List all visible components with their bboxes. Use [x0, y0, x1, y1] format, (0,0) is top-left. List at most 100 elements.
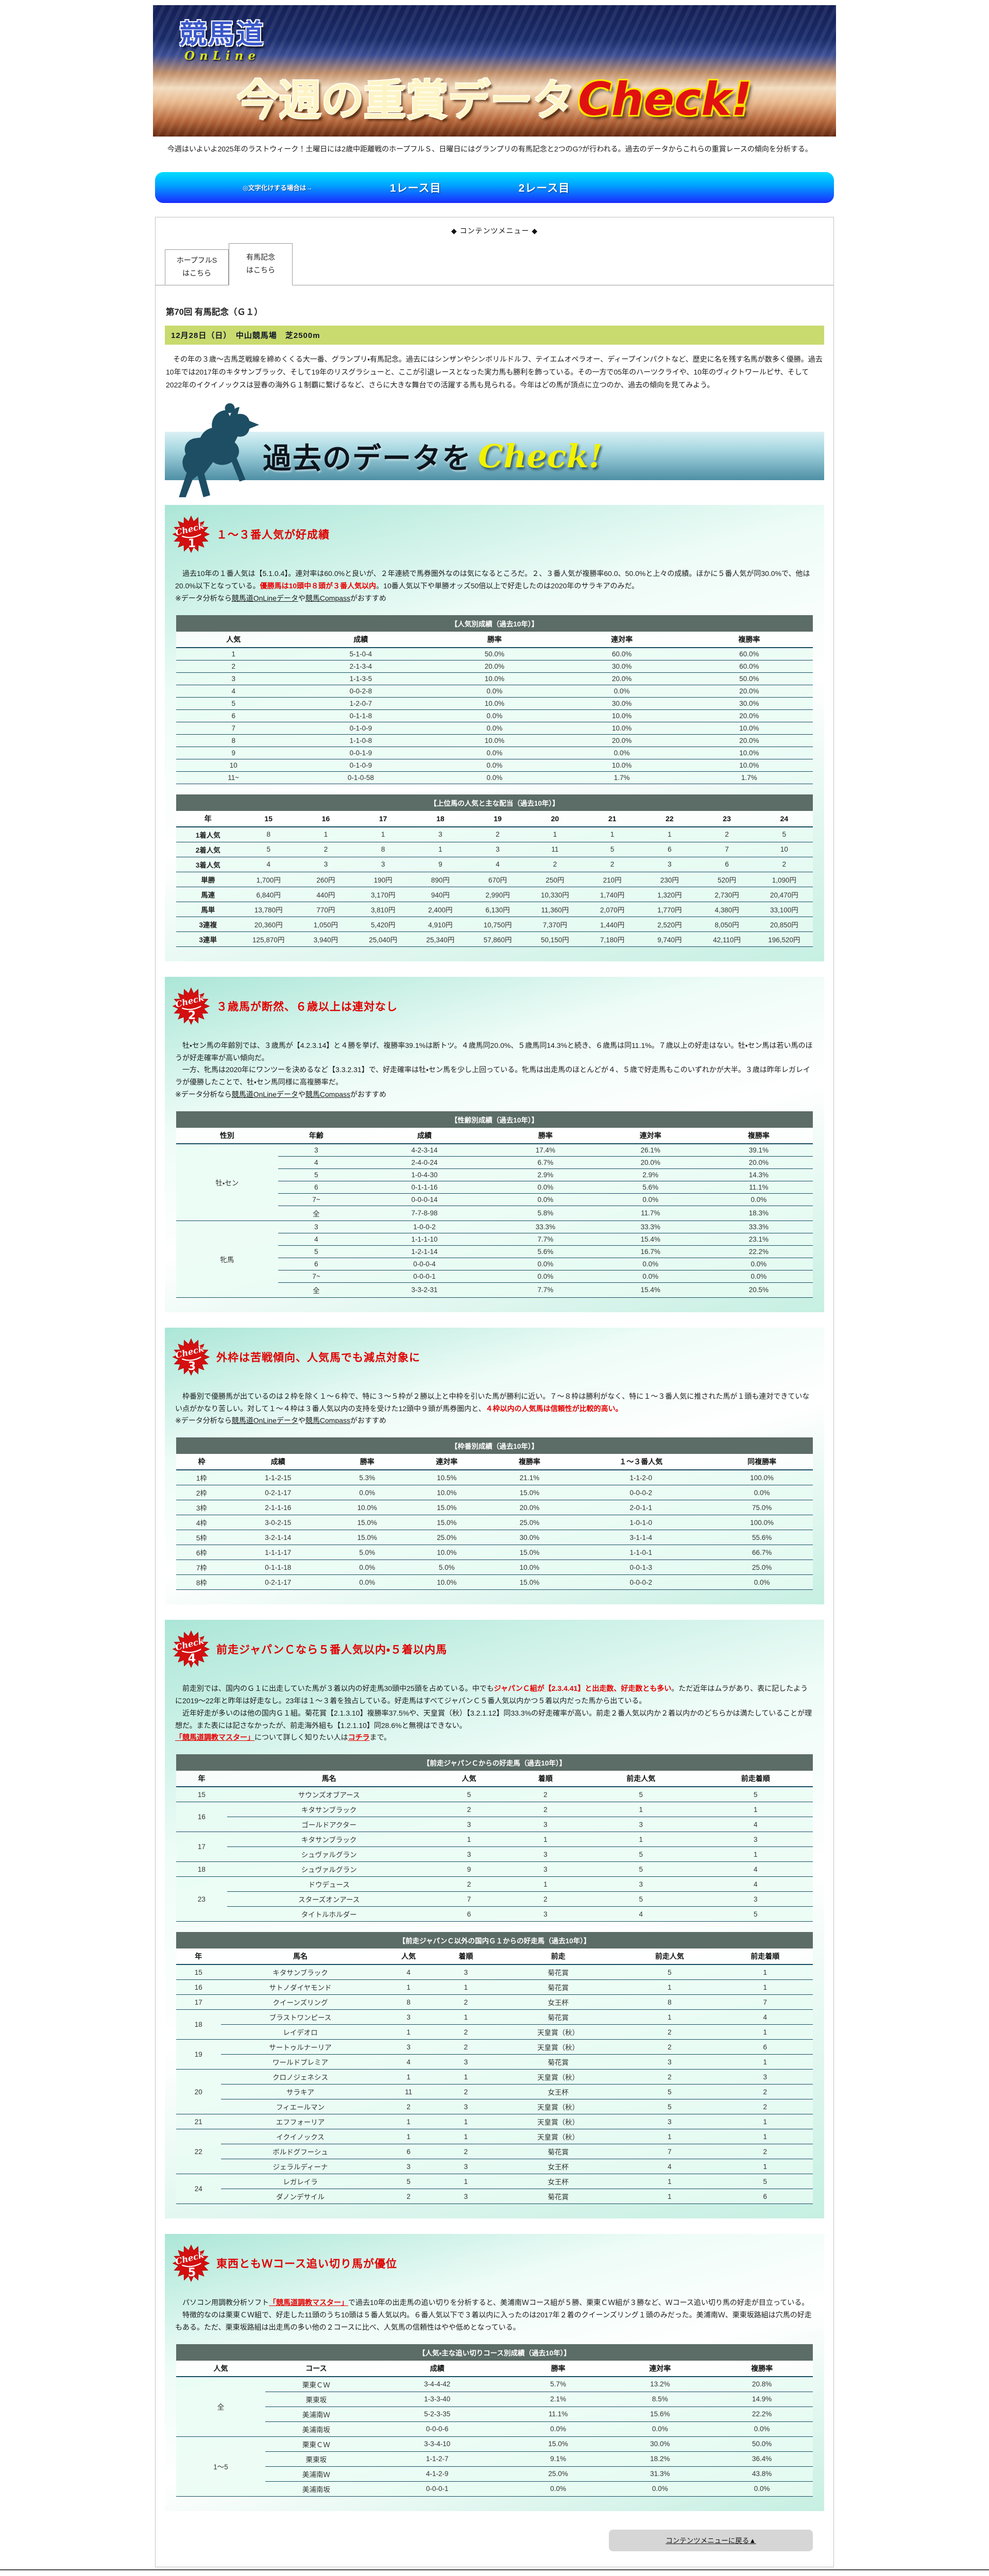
text-link[interactable]: 競馬道OnLineデータ — [231, 1090, 298, 1099]
table-cell: 3 — [622, 2054, 718, 2070]
column-header: 年 — [176, 810, 240, 827]
text-link[interactable]: 競馬道OnLineデータ — [231, 594, 298, 603]
table-cell: 10.0% — [685, 747, 813, 759]
table-cell: 天皇賞（秋） — [494, 2069, 622, 2085]
text-segment: や — [298, 1416, 305, 1425]
page-container: 競馬道 OnLine 今週の重賞データ Check! 今週はいよいよ2025年の… — [153, 5, 836, 2567]
table-cell: 10.0% — [405, 1545, 488, 1561]
table-cell: 1 — [584, 1832, 698, 1848]
table-cell: 60.0% — [685, 647, 813, 660]
column-header: 勝率 — [329, 1454, 405, 1471]
table-cell: 30.0% — [609, 2436, 711, 2452]
table: 人気 コース 成績 勝率 連対率 複勝率全栗東ＣＷ 3-4-4-42 5.7% 13.2% 20.… — [176, 2360, 813, 2497]
nav-item-race1[interactable]: 1レース目 — [389, 182, 441, 194]
table-row: 5 1-2-1-14 5.6% 16.7% 22.2% — [176, 1245, 813, 1258]
group-label-cell: 16 — [176, 1802, 227, 1833]
svg-text:2: 2 — [188, 1009, 196, 1022]
table-cell: 10.0% — [488, 1560, 571, 1575]
table-cell: 3 — [431, 1846, 507, 1862]
text-link[interactable]: 「競馬道調教マスター」 — [175, 1733, 254, 1742]
table-cell: 4 — [622, 2159, 718, 2175]
text-segment: 牡・セン馬の年齢別では、３歳馬が【4.2.3.14】と４勝を挙げ、複勝率39.1… — [175, 1041, 813, 1062]
table-cell: 2.9% — [596, 1168, 705, 1181]
table-row: 18 ブラストワンピース 3 1 菊花賞 1 4 — [176, 2009, 813, 2040]
table-cell: 3着人気 — [176, 857, 240, 872]
keibado-online-logo[interactable]: 競馬道 OnLine — [180, 12, 265, 63]
table-cell: 1-1-2-15 — [227, 1470, 329, 1486]
table-cell: フィエールマン — [220, 2099, 380, 2115]
table-cell: 5 — [431, 1787, 507, 1803]
column-header: 年 — [176, 1771, 227, 1788]
table-cell: 1 — [584, 826, 641, 842]
text-link[interactable]: 競馬Compass — [305, 594, 351, 603]
table-cell: 5 — [584, 1891, 698, 1907]
table-cell: 0-1-1-8 — [291, 709, 431, 722]
table-cell: 0-1-0-9 — [291, 759, 431, 772]
text-link[interactable]: 競馬道OnLineデータ — [231, 1416, 298, 1425]
table-header-row: 人気 成績 勝率 連対率 複勝率 — [176, 631, 813, 648]
tab-label-line2: はこちら — [182, 268, 211, 277]
column-header: 17 — [354, 810, 412, 827]
table-cell: 1 — [437, 2174, 494, 2190]
table-cell: 1 — [437, 2009, 494, 2025]
footer: このホームページに掲載されている内容はすべて転載を禁止します。 copyrigh… — [0, 2569, 989, 2576]
text-link[interactable]: 「競馬道調教マスター」 — [269, 2298, 348, 2307]
table-cell: 1 — [717, 2129, 813, 2145]
table-cell: 7 — [431, 1891, 507, 1907]
table-cell: 2 — [437, 2084, 494, 2100]
table-cell: 18.2% — [609, 2451, 711, 2467]
table-cell: 1-1-0-1 — [571, 1545, 711, 1561]
text-link[interactable]: 競馬Compass — [305, 1416, 351, 1425]
table-cell: 3 — [437, 2099, 494, 2115]
table-cell: 250円 — [526, 872, 584, 887]
table-cell: 31.3% — [609, 2466, 711, 2482]
table-cell: シュヴァルグラン — [227, 1861, 431, 1877]
table-row: 単勝 1,700円 260円 190円 890円 670円 250円 210円 230円 520円… — [176, 872, 813, 887]
table-cell: 6 — [278, 1258, 355, 1270]
table-cell: 3 — [380, 2009, 437, 2025]
table-cell: 1-3-3-40 — [367, 2392, 507, 2407]
table-cell: クイーンズリング — [220, 1994, 380, 2010]
table-cell: 10.0% — [685, 759, 813, 772]
table-cell: 50.0% — [685, 672, 813, 685]
table: 枠成績 勝率 連対率 複勝率 １～３番人気 同複勝率 1枠 1-1-2-15 5.3% 10.5%… — [176, 1454, 813, 1590]
table-cell: 2 — [437, 1994, 494, 2010]
table-cell: 1 — [717, 1979, 813, 1995]
table-row: 17 クイーンズリング 8 2 女王杯 8 7 — [176, 1994, 813, 2010]
table-cell: 美浦南坂 — [265, 2481, 367, 2497]
table-cell: 1 — [526, 826, 584, 842]
text-segment: 近年好走が多いのは他の国内Ｇ１組。菊花賞【2.1.3.10】複勝率37.5%や、… — [175, 1708, 812, 1730]
table-cell: 1-2-1-14 — [354, 1245, 494, 1258]
table-cell: 5 — [584, 1787, 698, 1803]
column-header: 24 — [755, 810, 813, 827]
table-cell: 9.1% — [507, 2451, 609, 2467]
tab-hopeful-stakes[interactable]: ホープフルS はこちら — [165, 249, 229, 285]
table-cell: 2 — [431, 1876, 507, 1892]
table-cell: 2 — [507, 1802, 584, 1818]
table-cell: 2,400円 — [412, 902, 469, 917]
logo-main-text: 競馬道 — [180, 19, 265, 50]
table-cell: 14.3% — [704, 1168, 813, 1181]
table-cell: 2 — [176, 660, 291, 673]
table-cell: 0.0% — [711, 2421, 813, 2437]
table-title-bar: 【人気別成績（過去10年）】 — [176, 615, 813, 632]
table-cell: 5 — [380, 2174, 437, 2190]
text-link[interactable]: 競馬Compass — [305, 1090, 351, 1099]
back-to-menu-button[interactable]: コンテンツメニューに戻る▲ — [609, 2529, 813, 2551]
table-cell: 15.0% — [488, 1485, 571, 1501]
text-link[interactable]: コチラ — [348, 1733, 370, 1742]
group-label-cell: 18 — [176, 2009, 221, 2040]
table-cell: 15.4% — [596, 1282, 705, 1298]
table-cell: 5.6% — [596, 1181, 705, 1194]
table-row: シュヴァルグラン 3 3 5 1 — [176, 1846, 813, 1862]
check-section-header: Check 1 １～３番人気が好成績 — [172, 514, 817, 554]
table-cell: 4 — [717, 2009, 813, 2025]
table-cell: 2-0-1-1 — [571, 1500, 711, 1516]
tab-arima-kinen[interactable]: 有馬記念 はこちら — [229, 243, 293, 285]
table-cell: 15.0% — [329, 1530, 405, 1546]
table-cell: 女王杯 — [494, 2174, 622, 2190]
text-segment: 一方、牝馬は2020年にワンツーを決めるなど【3.3.2.31】で、好走確率は牡… — [175, 1065, 810, 1087]
table-row: 5枠 3-2-1-14 15.0% 25.0% 30.0% 3-1-1-4 55.6% — [176, 1530, 813, 1546]
nav-item-race2[interactable]: 2レース目 — [518, 182, 570, 194]
text-segment: 前走別では、国内のＧ１に出走していた馬が３着以内の好走馬30頭中25頭を占めてい… — [175, 1684, 494, 1693]
